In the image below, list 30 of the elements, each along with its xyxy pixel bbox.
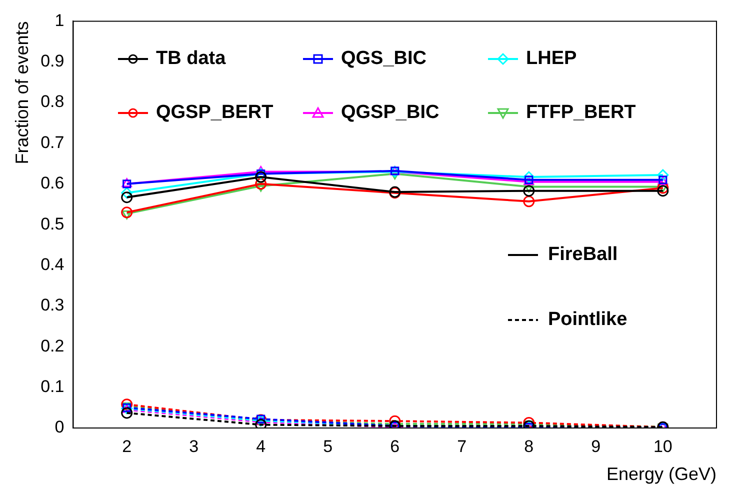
y-tick-label: 0.9 — [40, 52, 64, 71]
y-axis-title: Fraction of events — [12, 21, 32, 164]
legend-label: FTFP_BERT — [526, 102, 636, 124]
y-tick-label: 0.7 — [40, 132, 64, 152]
x-tick-label: 2 — [122, 436, 132, 456]
y-tick-label: 0.4 — [40, 254, 64, 274]
x-tick-label: 3 — [189, 436, 199, 456]
legend-label: TB data — [156, 48, 226, 70]
annotation: Pointlike — [548, 309, 628, 331]
legend-label: QGS_BIC — [341, 48, 427, 70]
x-tick-label: 6 — [390, 436, 400, 456]
x-tick-label: 8 — [524, 436, 534, 456]
x-axis-title: Energy (GeV) — [606, 464, 716, 484]
x-tick-label: 7 — [457, 436, 467, 456]
y-tick-label: 0.5 — [40, 214, 64, 234]
x-tick-label: 4 — [256, 436, 266, 456]
legend-label: LHEP — [526, 48, 577, 70]
y-tick-label: 0.2 — [40, 336, 64, 356]
y-tick-label: 0.1 — [40, 377, 64, 396]
x-tick-label: 5 — [323, 436, 333, 456]
y-tick-label: 0 — [54, 418, 64, 437]
y-tick-label: 0.6 — [40, 174, 64, 193]
y-tick-label: 1 — [54, 10, 64, 30]
legend-label: QGSP_BERT — [156, 102, 274, 124]
y-tick-label: 0.3 — [40, 296, 64, 315]
x-tick-label: 10 — [653, 436, 672, 456]
x-tick-label: 9 — [591, 436, 601, 456]
annotation: FireBall — [548, 244, 618, 266]
legend-label: QGSP_BIC — [341, 102, 440, 124]
y-tick-label: 0.8 — [40, 92, 64, 112]
